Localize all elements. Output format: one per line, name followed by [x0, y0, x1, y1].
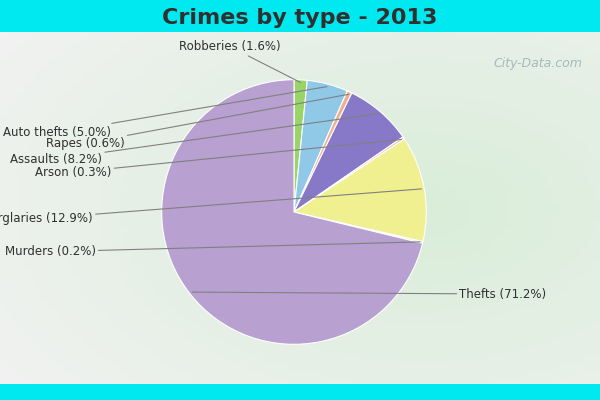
Text: Thefts (71.2%): Thefts (71.2%) [192, 288, 547, 300]
Wedge shape [294, 93, 403, 212]
Text: Assaults (8.2%): Assaults (8.2%) [10, 114, 379, 166]
Text: Auto thefts (5.0%): Auto thefts (5.0%) [4, 87, 327, 139]
Wedge shape [294, 91, 352, 212]
Wedge shape [294, 80, 347, 212]
Wedge shape [294, 137, 404, 212]
Wedge shape [294, 80, 307, 212]
Text: Rapes (0.6%): Rapes (0.6%) [46, 94, 349, 150]
Wedge shape [294, 139, 427, 242]
Wedge shape [161, 80, 422, 344]
Text: Murders (0.2%): Murders (0.2%) [5, 242, 420, 258]
Wedge shape [294, 212, 423, 243]
Text: Robberies (1.6%): Robberies (1.6%) [179, 40, 301, 82]
Text: Crimes by type - 2013: Crimes by type - 2013 [163, 8, 437, 28]
Text: City-Data.com: City-Data.com [493, 57, 582, 70]
Text: Burglaries (12.9%): Burglaries (12.9%) [0, 189, 422, 225]
Text: Arson (0.3%): Arson (0.3%) [35, 140, 401, 179]
